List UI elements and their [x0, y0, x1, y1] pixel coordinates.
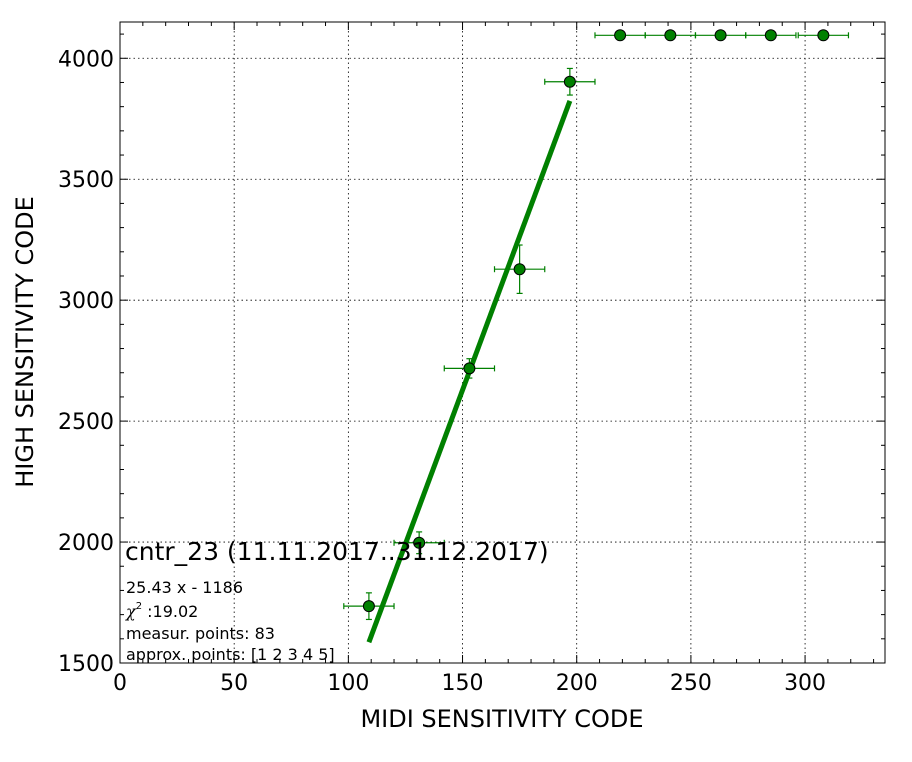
data-point [714, 29, 727, 42]
data-point [413, 536, 426, 549]
y-tick-label: 3500 [58, 168, 114, 193]
chi-symbol: χ [125, 602, 137, 621]
data-point [513, 263, 526, 276]
data-point [664, 29, 677, 42]
data-point [563, 75, 576, 88]
minor-ticks [119, 22, 885, 664]
data-point [463, 362, 476, 375]
x-tick-label: 150 [442, 671, 484, 696]
grid-lines [120, 22, 885, 663]
x-tick-label: 250 [670, 671, 712, 696]
chi-squared-label: χ2 :19.02 [125, 601, 198, 621]
chi-superscript: 2 [136, 601, 142, 612]
y-axis-title: HIGH SENSITIVITY CODE [11, 196, 39, 488]
x-tick-label: 50 [220, 671, 248, 696]
chi-value: :19.02 [142, 602, 198, 621]
fit-equation: 25.43 x - 1186 [126, 578, 243, 597]
y-tick-labels: 1500 2000 2500 3000 3500 4000 [58, 47, 114, 677]
measur-points-label: measur. points: 83 [126, 624, 275, 643]
data-points [343, 29, 850, 621]
chart-annotation-title: cntr_23 (11.11.2017..31.12.2017) [125, 537, 549, 566]
x-tick-label: 200 [556, 671, 598, 696]
x-tick-label: 100 [327, 671, 369, 696]
plot-frame [119, 21, 886, 664]
x-axis-title: MIDI SENSITIVITY CODE [360, 705, 643, 733]
y-tick-label: 4000 [58, 47, 114, 72]
y-tick-label: 2000 [58, 531, 114, 556]
data-point [764, 29, 777, 42]
y-tick-label: 1500 [58, 652, 114, 677]
y-tick-label: 3000 [58, 289, 114, 314]
data-point [817, 29, 830, 42]
data-point [362, 600, 375, 613]
x-tick-label: 300 [784, 671, 826, 696]
data-point [614, 29, 627, 42]
y-tick-label: 2500 [58, 410, 114, 435]
x-tick-labels: 0 50 100 150 200 250 300 [113, 671, 826, 696]
approx-points-label: approx. points: [1 2 3 4 5] [126, 645, 335, 664]
x-tick-label: 0 [113, 671, 127, 696]
